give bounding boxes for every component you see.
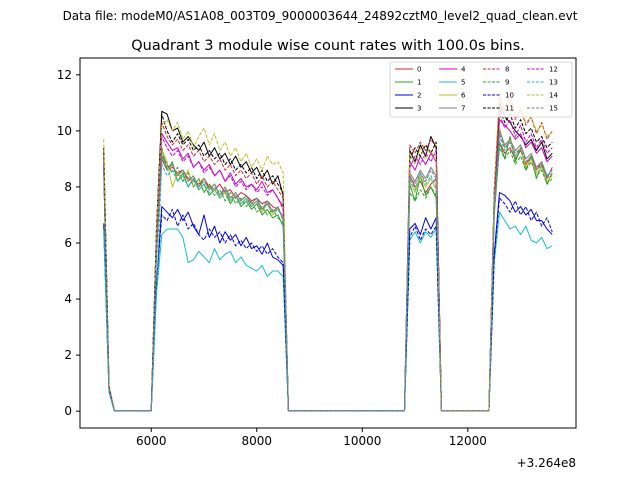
series-line-10 <box>103 197 553 412</box>
y-tick-label: 6 <box>64 236 72 250</box>
series-line-1 <box>103 135 553 412</box>
legend-label-12: 12 <box>549 66 558 74</box>
x-tick-label: 10000 <box>343 434 381 448</box>
legend-label-9: 9 <box>505 79 509 87</box>
legend-label-10: 10 <box>505 92 514 100</box>
series-line-9 <box>103 147 553 412</box>
series-line-12 <box>103 113 553 412</box>
x-tick-label: 6000 <box>136 434 167 448</box>
y-tick-label: 4 <box>64 292 72 306</box>
series-layer <box>103 91 553 412</box>
y-tick-label: 10 <box>57 124 72 138</box>
legend-label-8: 8 <box>505 66 509 74</box>
legend-label-11: 11 <box>505 105 514 113</box>
y-tick-label: 2 <box>64 348 72 362</box>
x-tick-label: 12000 <box>449 434 487 448</box>
legend-label-6: 6 <box>461 92 466 100</box>
legend-label-5: 5 <box>461 79 465 87</box>
legend-label-2: 2 <box>417 92 421 100</box>
legend-label-0: 0 <box>417 66 421 74</box>
x-tick-label: 8000 <box>241 434 272 448</box>
y-tick-label: 0 <box>64 404 72 418</box>
series-line-5 <box>103 211 553 412</box>
legend-label-4: 4 <box>461 66 466 74</box>
chart-suptitle: Data file: modeM0/AS1A08_003T09_90000036… <box>63 9 578 23</box>
series-line-8 <box>103 91 553 412</box>
y-tick-label: 12 <box>57 68 72 82</box>
series-line-14 <box>103 91 553 412</box>
series-line-15 <box>103 133 553 412</box>
legend-label-15: 15 <box>549 105 558 113</box>
chart-title: Quadrant 3 module wise count rates with … <box>131 38 525 54</box>
legend-label-13: 13 <box>549 79 558 87</box>
legend-label-7: 7 <box>461 105 465 113</box>
legend-box <box>389 61 573 118</box>
series-line-2 <box>103 192 553 412</box>
legend-label-14: 14 <box>549 92 558 100</box>
x-axis: 6000 8000 10000 12000 <box>136 428 487 448</box>
legend-label-3: 3 <box>417 105 421 113</box>
x-offset-text: +3.264e8 <box>517 456 576 470</box>
legend-label-1: 1 <box>417 79 421 87</box>
series-line-7 <box>103 130 553 412</box>
series-line-13 <box>103 135 553 412</box>
y-tick-label: 8 <box>64 180 72 194</box>
y-axis: 0 2 4 6 8 10 12 <box>57 68 80 418</box>
